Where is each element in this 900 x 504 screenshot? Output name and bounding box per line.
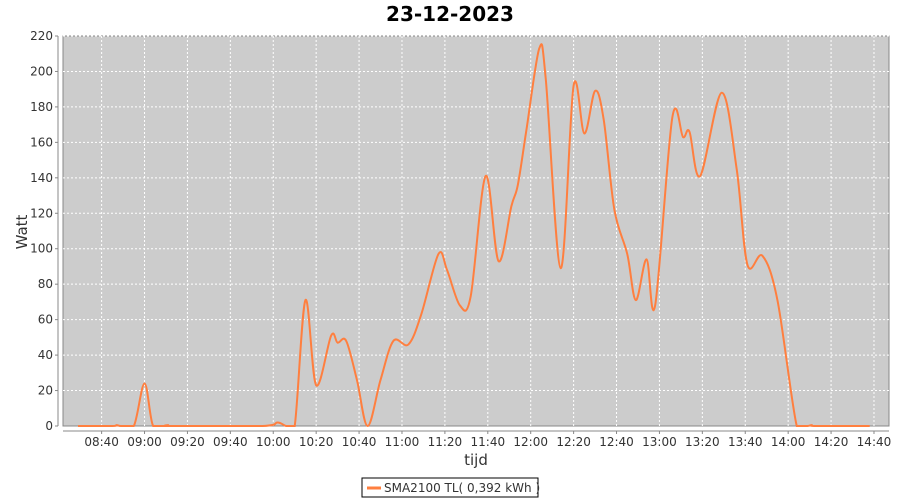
- x-tick-label: 14:20: [814, 435, 849, 449]
- x-tick-label: 09:40: [213, 435, 248, 449]
- x-tick-label: 11:40: [471, 435, 506, 449]
- y-axis: 0 20 40 60 80 100 120 140 160 180 200 220: [30, 29, 58, 433]
- x-tick-label: 14:40: [857, 435, 892, 449]
- y-tick-label: 120: [30, 206, 53, 220]
- y-tick-label: 20: [38, 384, 53, 398]
- x-axis-label: tijd: [464, 451, 488, 469]
- x-tick-label: 12:20: [556, 435, 591, 449]
- y-tick-label: 220: [30, 29, 53, 43]
- x-tick-label: 09:00: [127, 435, 162, 449]
- y-tick-label: 160: [30, 135, 53, 149]
- x-axis: 08:40 09:00 09:20 09:40 10:00 10:20 10:40 11:00…: [63, 431, 891, 449]
- x-tick-label: 11:20: [428, 435, 463, 449]
- legend: SMA2100 TL( 0,392 kWh ): [362, 478, 540, 497]
- plot-area: [63, 36, 889, 426]
- y-tick-label: 40: [38, 348, 53, 362]
- y-tick-label: 60: [38, 313, 53, 327]
- y-tick-label: 0: [45, 419, 53, 433]
- chart-title: 23-12-2023: [386, 2, 514, 26]
- x-tick-label: 14:00: [771, 435, 806, 449]
- x-tick-label: 13:20: [685, 435, 720, 449]
- x-tick-label: 10:00: [256, 435, 291, 449]
- y-tick-label: 100: [30, 242, 53, 256]
- x-tick-label: 13:40: [728, 435, 763, 449]
- y-tick-label: 200: [30, 64, 53, 78]
- y-tick-label: 180: [30, 100, 53, 114]
- x-tick-label: 13:00: [642, 435, 677, 449]
- x-tick-label: 12:00: [513, 435, 548, 449]
- legend-label: SMA2100 TL( 0,392 kWh ): [384, 481, 540, 495]
- y-axis-label: Watt: [13, 214, 31, 249]
- x-tick-label: 10:20: [299, 435, 334, 449]
- y-tick-label: 80: [38, 277, 53, 291]
- x-tick-label: 10:40: [342, 435, 377, 449]
- y-tick-label: 140: [30, 171, 53, 185]
- x-tick-label: 09:20: [170, 435, 205, 449]
- x-tick-label: 12:40: [599, 435, 634, 449]
- x-tick-label: 08:40: [84, 435, 119, 449]
- x-tick-label: 11:00: [385, 435, 420, 449]
